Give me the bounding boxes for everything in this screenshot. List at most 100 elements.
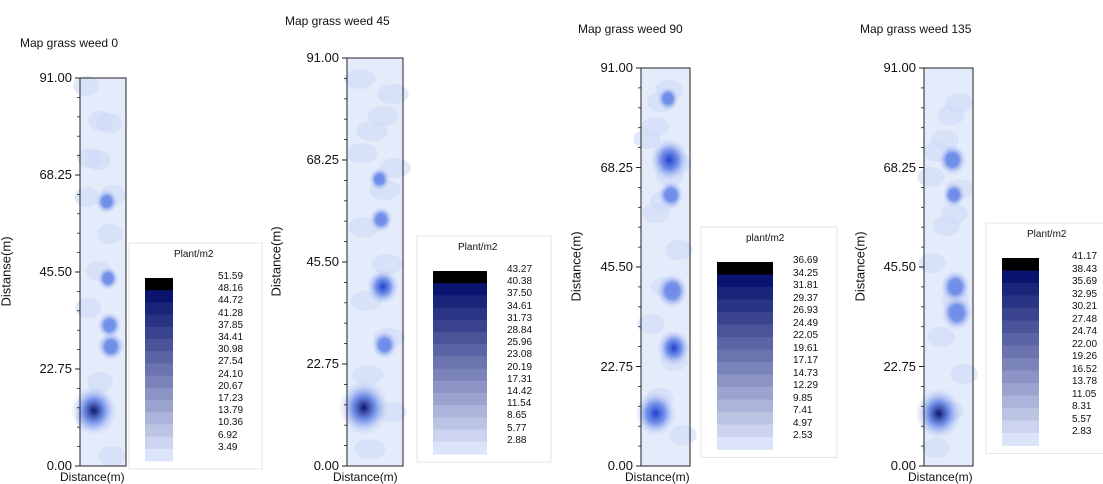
legend-value: 31.81 [793,280,819,291]
legend-swatch [717,399,773,413]
legend-swatch [717,299,773,313]
texture-blob [75,298,101,318]
texture-blob [99,446,125,466]
hotspot-mark [95,189,118,214]
legend-value: 48.16 [218,283,244,295]
hotspot-mark [97,311,122,339]
hotspot-mark [366,268,400,305]
texture-blob [371,254,403,274]
legend-value: 25.96 [507,337,533,349]
y-tick-label: 91.00 [600,60,633,75]
legend-swatch [717,387,773,400]
legend-value: 34.61 [507,300,533,312]
texture-blob [637,314,665,334]
legend-value: 11.05 [1072,388,1097,400]
legend-swatch [145,302,173,316]
legend-value: 10.36 [218,417,244,429]
legend-value: 2.53 [793,430,813,441]
legend-value: 13.78 [1072,376,1098,387]
legend-value: 30.98 [218,344,244,356]
legend-swatch [145,387,173,401]
texture-blob [669,425,697,445]
legend-value: 2.83 [1072,426,1092,437]
hotspot-mark [656,273,689,309]
legend-value: 17.23 [218,393,244,404]
legend-swatch [717,262,773,275]
texture-blob [354,439,386,459]
texture-blob [377,84,409,104]
hotspot-mark [97,266,119,291]
legend-swatch [145,375,173,389]
hotspot-mark [940,295,973,331]
legend-swatch [717,374,773,388]
legend-value: 7.41 [793,405,813,416]
texture-blob [344,69,376,89]
legend-value: 3.49 [218,441,238,453]
legend-swatch [145,339,173,352]
hotspot-mark [649,138,690,182]
legend-swatch [433,393,487,406]
legend-swatch [1002,308,1039,321]
legend-value: 22.00 [1072,338,1098,350]
texture-blob [74,187,100,207]
legend-swatch [1002,408,1039,421]
legend-swatch [1002,295,1039,309]
hotspot-mark [97,332,124,361]
legend-swatch [717,362,773,375]
legend-swatch [1002,433,1039,446]
legend-value: 38.43 [1072,263,1098,275]
legend-swatch [1002,420,1039,434]
legend-swatch [433,271,487,284]
y-tick-label: 68.25 [306,152,339,167]
legend-swatch [145,400,173,413]
y-tick-label: 45.50 [39,264,72,279]
hotspot-mark [942,182,966,208]
y-axis-label: Distance(m) [268,226,284,297]
legend-value: 32.95 [1072,288,1098,300]
legend-value: 14.42 [507,386,533,397]
texture-blob [927,327,955,347]
legend-value: 5.57 [1072,413,1092,425]
x-axis-label: Distance(m) [908,470,973,484]
legend-swatch [717,349,773,363]
x-axis-label: Distance(m) [625,470,690,484]
y-tick-label: 0.00 [46,458,72,473]
legend-value: 11.54 [507,398,532,410]
hotspot-mark [914,387,963,440]
legend-value: 19.26 [1072,351,1098,362]
legend-value: 31.73 [507,312,533,324]
legend-swatch [717,287,773,300]
legend-value: 16.52 [1072,363,1098,375]
legend-value: 5.77 [507,422,527,434]
legend-value: 37.50 [507,288,533,300]
legend-swatch [145,326,173,340]
legend-title: plant/m2 [746,233,785,244]
legend-value: 30.21 [1072,301,1098,312]
legend-swatch [433,332,487,345]
legend-value: 51.59 [218,271,244,282]
y-tick-label: 22.75 [39,361,72,376]
legend-value: 44.72 [218,295,244,307]
legend-value: 12.29 [793,380,819,391]
legend-value: 8.31 [1072,401,1092,412]
hotspot-mark [656,329,691,367]
legend-swatch [1002,395,1039,409]
legend-swatch [433,429,487,443]
texture-blob [356,121,388,141]
legend-value: 2.88 [507,434,527,446]
legend-value: 20.19 [507,361,533,373]
legend-swatch [717,424,773,438]
legend-value: 23.08 [507,349,533,361]
heatmap-panel-1 [338,57,552,467]
legend-swatch [433,283,487,296]
legend-swatch [1002,345,1039,359]
hotspot-mark [940,270,971,304]
legend-swatch [433,441,487,455]
hotspot-mark [369,206,393,233]
legend-swatch [433,368,487,382]
y-tick-label: 68.25 [600,159,633,175]
chart-title: Map grass weed 45 [285,14,390,28]
legend-value: 17.31 [507,373,533,385]
legend-swatch [433,356,487,370]
chart-title: Map grass weed 90 [578,22,683,36]
